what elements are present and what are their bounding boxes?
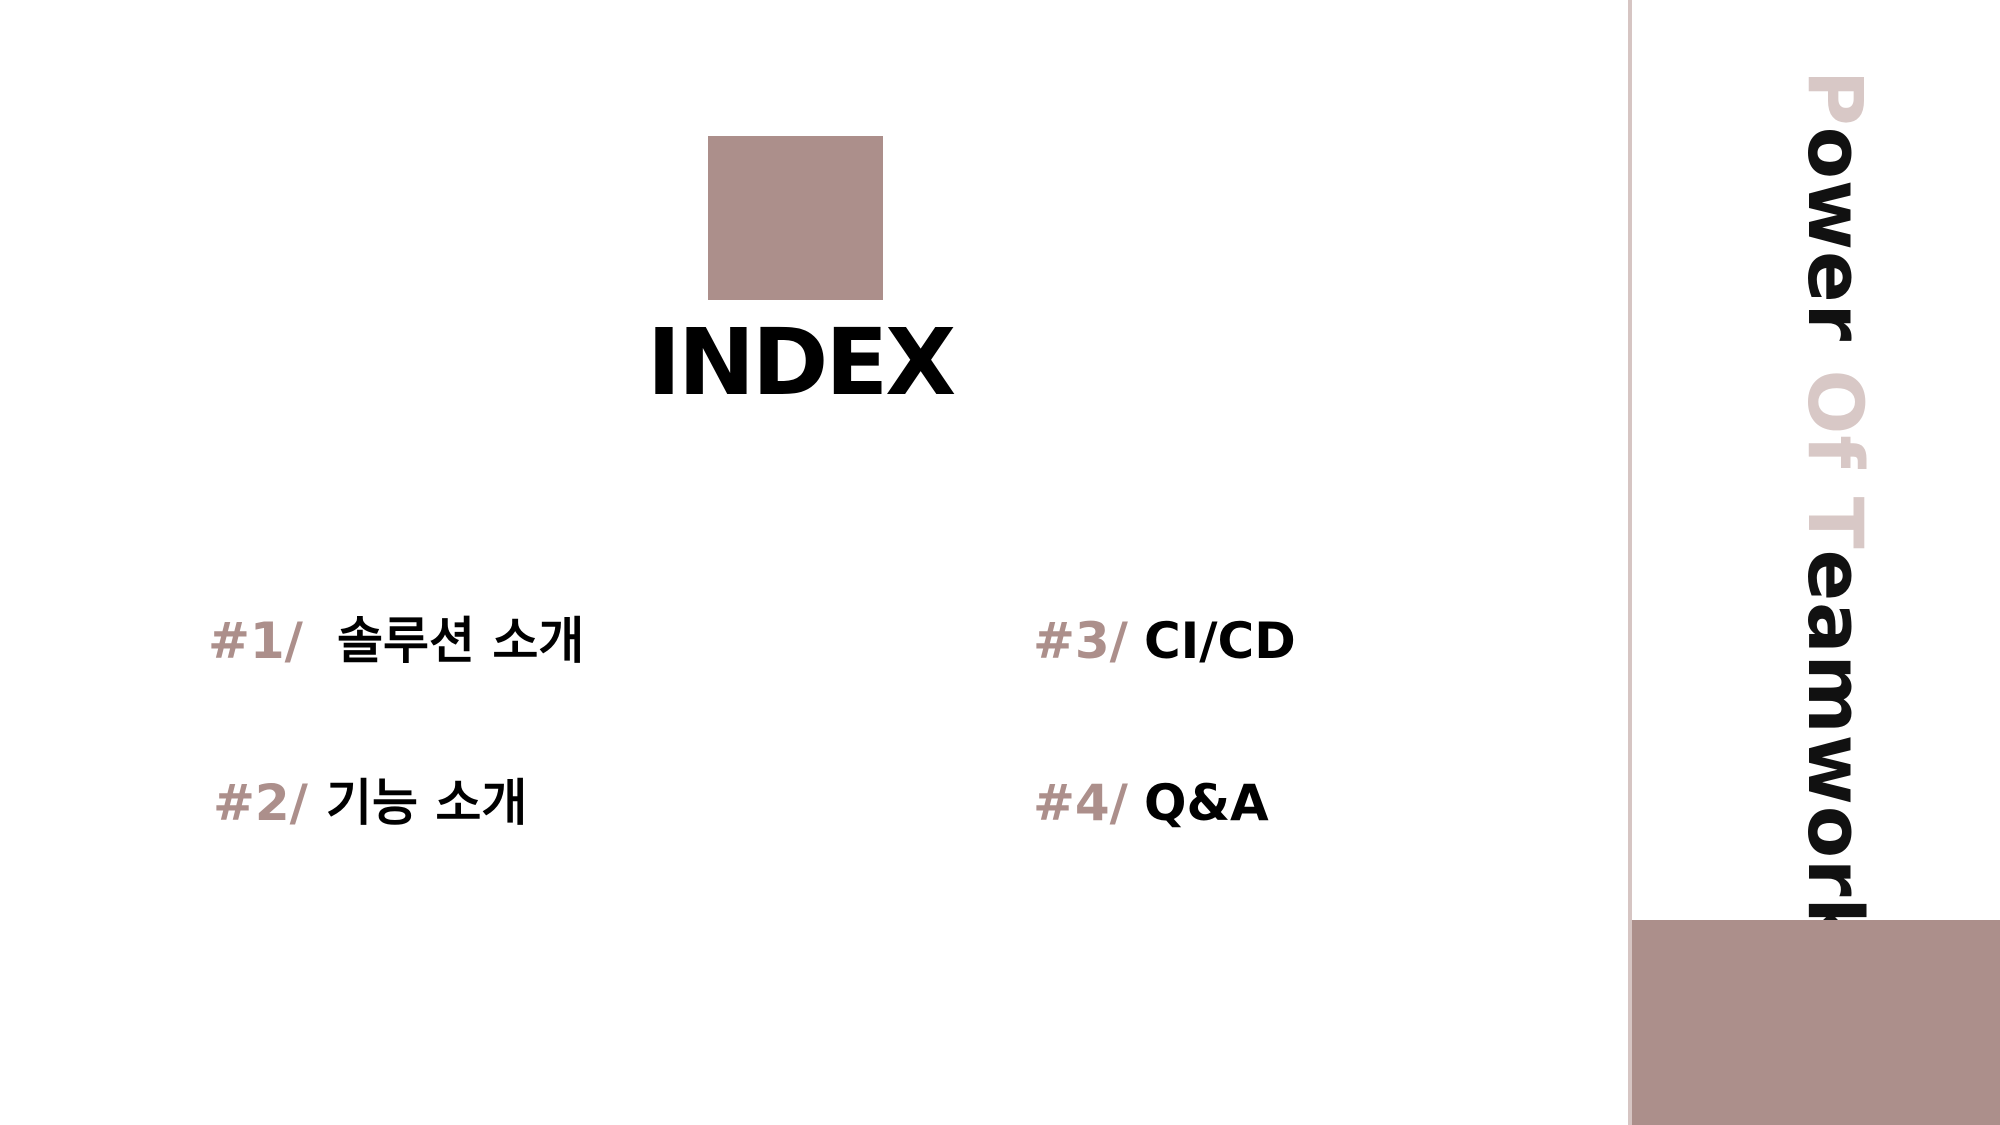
index-item-number: #4/ (1033, 774, 1128, 832)
index-item-label: CI/CD (1143, 612, 1296, 670)
index-item-label: 솔루션 소개 (336, 612, 585, 670)
side-title-part: ower (1791, 126, 1880, 370)
title-accent-square (708, 136, 883, 300)
index-item-label: Q&A (1143, 774, 1269, 832)
side-title-part: T (1791, 496, 1880, 550)
vertical-divider (1628, 0, 1632, 1125)
side-accent-block (1632, 920, 2000, 1125)
side-vertical-title: Power Of Teamwork (1791, 70, 1880, 949)
side-title-part: P (1791, 70, 1880, 127)
index-item-number: #3/ (1033, 612, 1128, 670)
side-title-part: Of (1791, 369, 1880, 497)
side-title-part: eamwork (1791, 549, 1880, 950)
index-item-label: 기능 소개 (325, 774, 528, 832)
index-item-2: #2/기능 소개 (213, 778, 527, 828)
index-item-4: #4/Q&A (1033, 778, 1269, 828)
index-item-number: #2/ (213, 774, 308, 832)
index-item-1: #1/솔루션 소개 (208, 616, 584, 666)
index-title: INDEX (646, 309, 956, 416)
index-item-number: #1/ (208, 612, 303, 670)
index-item-3: #3/CI/CD (1033, 616, 1296, 666)
